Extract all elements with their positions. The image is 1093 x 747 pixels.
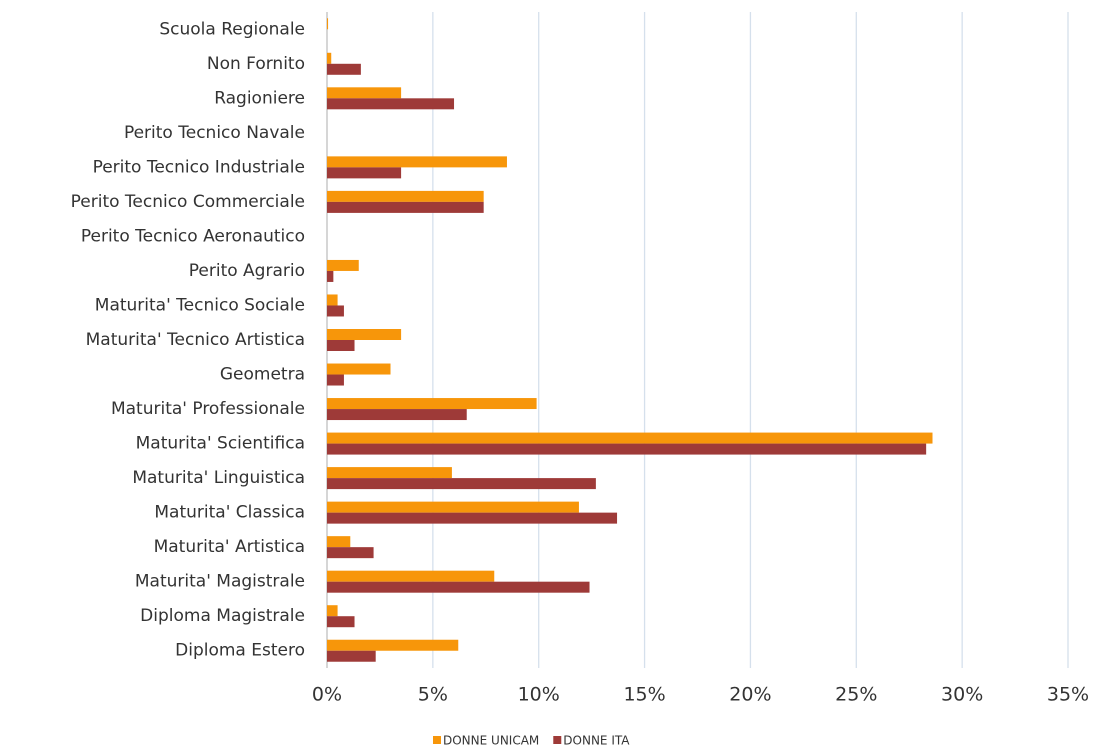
bar — [327, 581, 590, 593]
y-tick-label: Geometra — [220, 365, 305, 385]
bar — [327, 190, 484, 202]
bar — [327, 512, 618, 524]
y-tick-label: Diploma Magistrale — [140, 606, 305, 626]
bar — [327, 432, 933, 444]
bar — [327, 616, 355, 628]
bar — [327, 536, 351, 548]
bar — [327, 63, 361, 75]
bar — [327, 201, 484, 213]
y-tick-label: Perito Agrario — [189, 261, 305, 281]
x-tick-label: 10% — [518, 684, 560, 706]
x-tick-label: 30% — [941, 684, 983, 706]
bar — [327, 294, 338, 306]
legend-swatch — [553, 736, 562, 744]
y-tick-label: Perito Tecnico Commerciale — [71, 192, 305, 212]
legend-swatch — [433, 736, 441, 744]
bar — [327, 398, 537, 410]
y-tick-label: Maturita' Scientifica — [136, 434, 305, 454]
x-tick-label: 20% — [729, 684, 771, 706]
legend-label: DONNE ITA — [563, 734, 630, 747]
y-tick-label: Scuola Regionale — [159, 19, 305, 39]
bar — [327, 409, 467, 421]
bar — [327, 156, 507, 168]
bar — [327, 650, 376, 662]
y-tick-label: Ragioniere — [214, 88, 305, 108]
bar — [327, 547, 374, 559]
x-tick-label: 0% — [312, 684, 342, 706]
x-tick-label: 15% — [623, 684, 665, 706]
bar — [327, 570, 495, 582]
bar — [327, 167, 402, 179]
x-tick-label: 25% — [835, 684, 877, 706]
bar — [327, 18, 329, 30]
bar — [327, 443, 927, 455]
bar — [327, 305, 344, 317]
y-tick-label: Non Fornito — [207, 54, 305, 74]
bar — [327, 501, 579, 513]
bar — [327, 270, 334, 282]
bar — [327, 374, 344, 386]
y-tick-label: Maturita' Artistica — [154, 537, 305, 557]
bar — [327, 467, 452, 479]
y-tick-label: Perito Tecnico Aeronautico — [81, 226, 305, 246]
y-tick-label: Maturita' Classica — [154, 503, 305, 523]
y-tick-label: Maturita' Tecnico Sociale — [95, 295, 305, 315]
y-tick-label: Maturita' Professionale — [111, 399, 305, 419]
y-tick-label: Maturita' Tecnico Artistica — [86, 330, 305, 350]
bar — [327, 340, 355, 351]
bar — [327, 478, 596, 490]
bar — [327, 363, 391, 375]
bar — [327, 52, 332, 64]
bar — [327, 259, 359, 271]
bar — [327, 639, 459, 651]
y-tick-label: Maturita' Magistrale — [135, 572, 305, 592]
y-tick-label: Perito Tecnico Navale — [124, 123, 305, 143]
bar — [327, 329, 402, 340]
bar — [327, 87, 402, 99]
bar — [327, 605, 338, 617]
y-tick-label: Perito Tecnico Industriale — [93, 157, 305, 177]
x-tick-label: 35% — [1047, 684, 1089, 706]
x-tick-label: 5% — [418, 684, 448, 706]
y-tick-label: Maturita' Linguistica — [132, 468, 305, 488]
bar — [327, 98, 455, 110]
legend-label: DONNE UNICAM — [443, 734, 539, 747]
y-tick-label: Diploma Estero — [175, 641, 305, 661]
